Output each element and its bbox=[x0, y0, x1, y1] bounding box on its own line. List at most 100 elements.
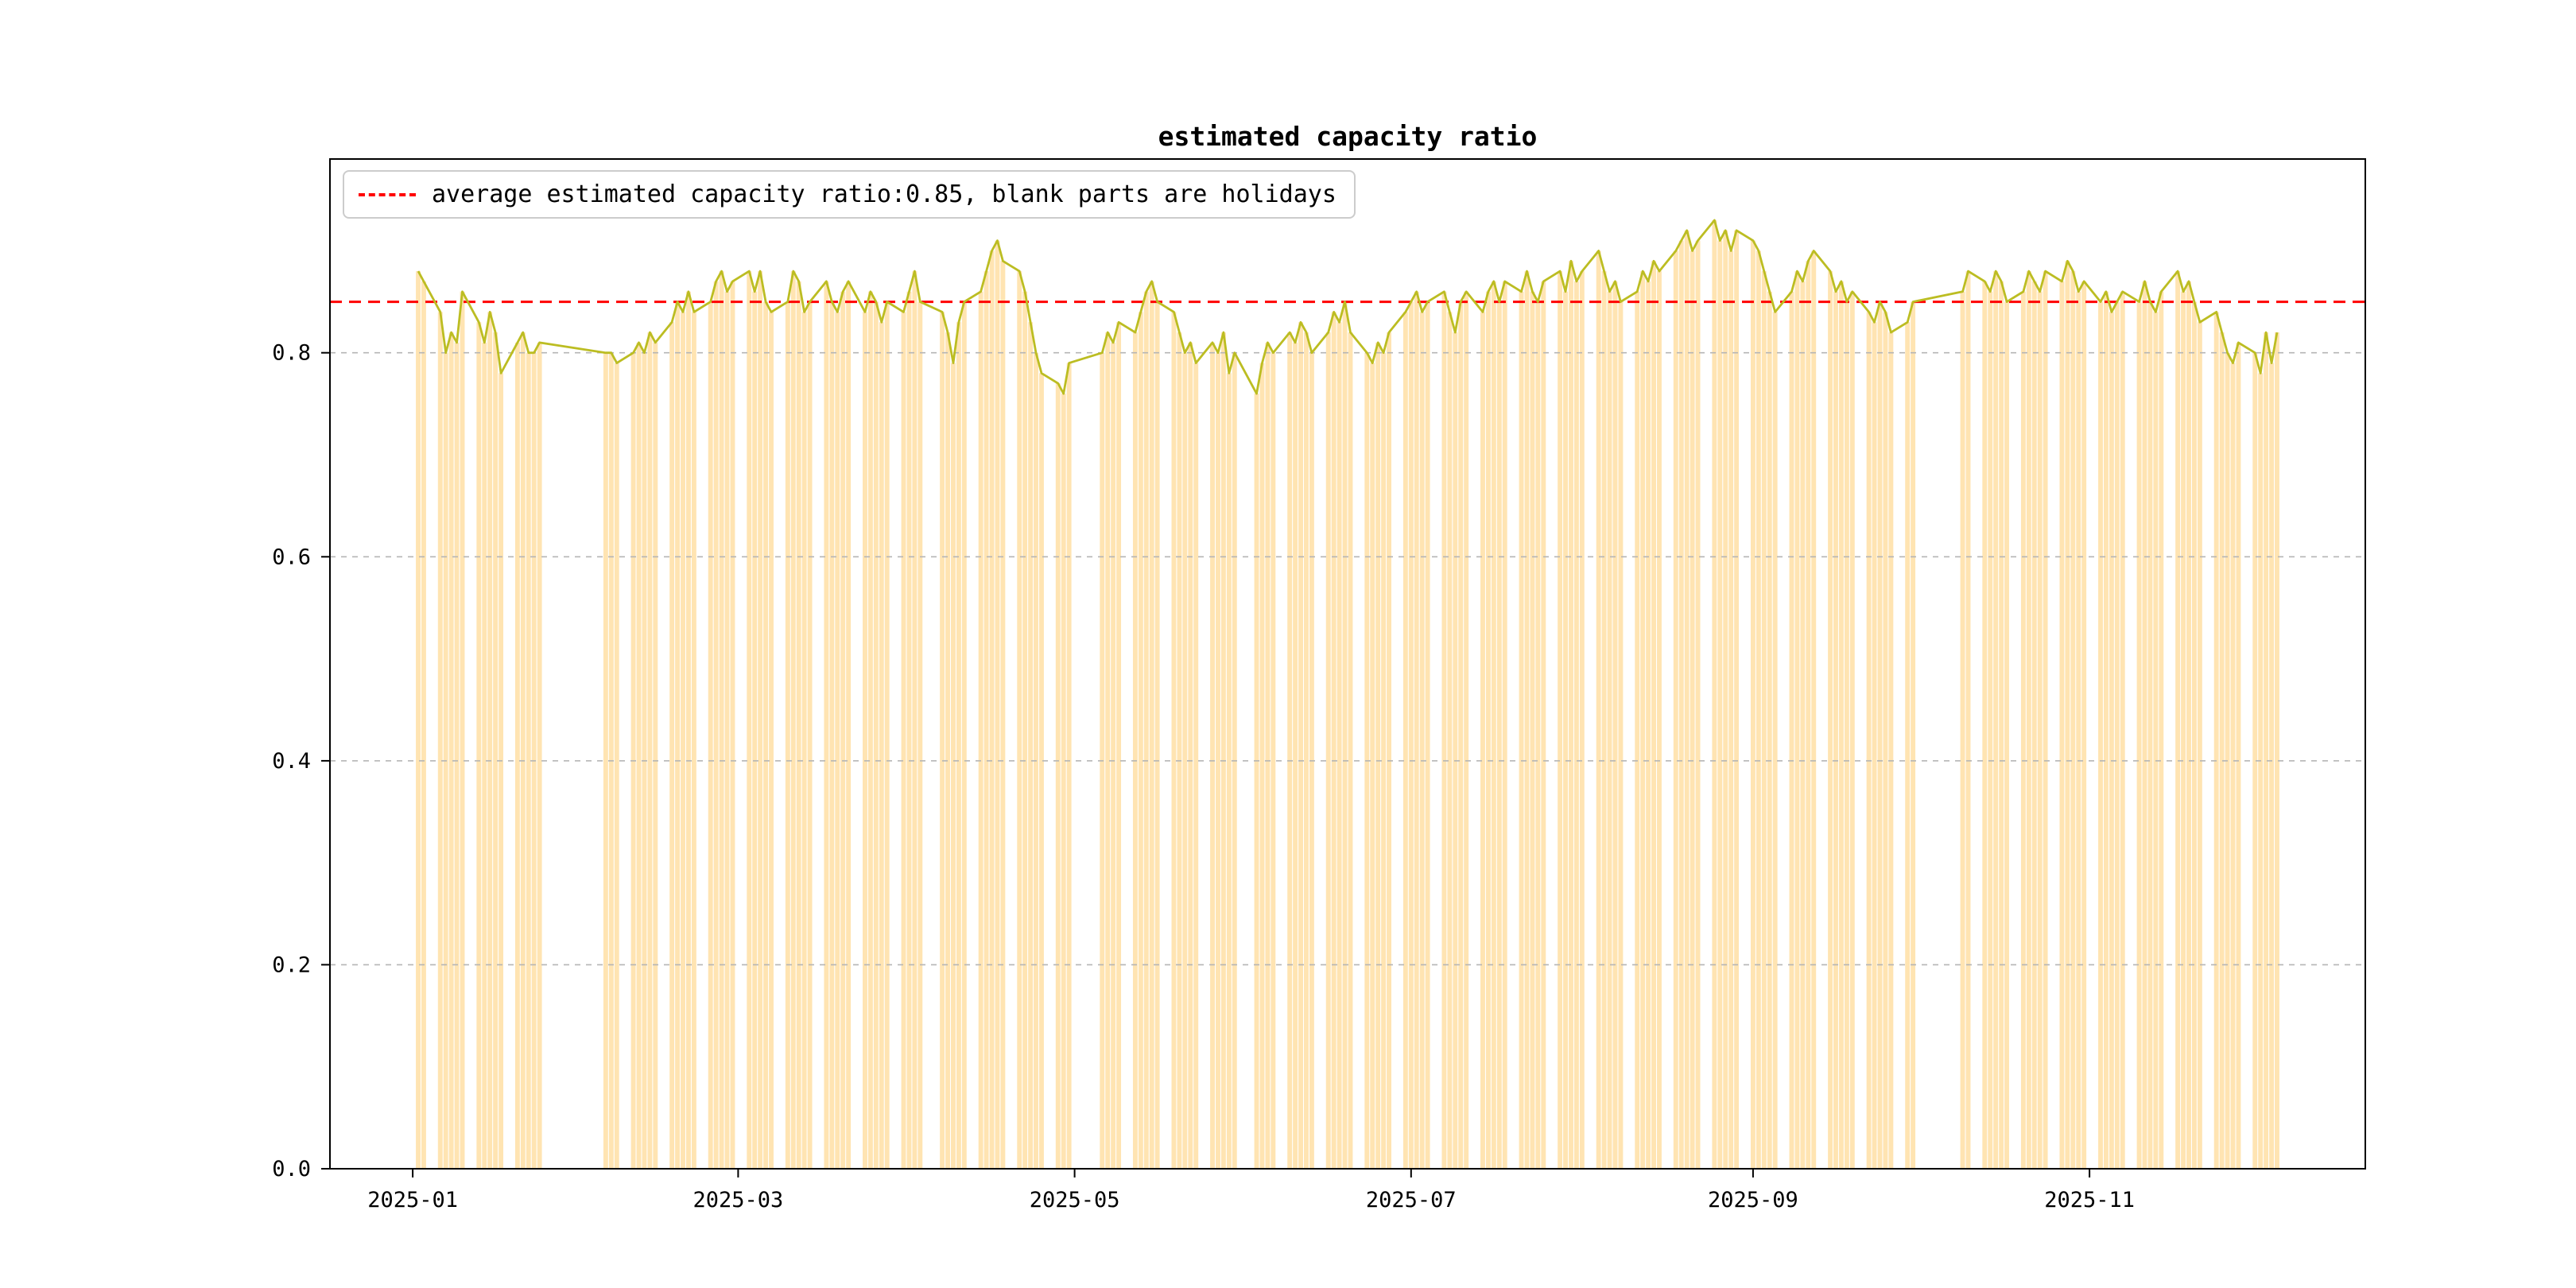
day-bar bbox=[1287, 332, 1293, 1170]
day-bar bbox=[1558, 271, 1563, 1169]
day-bar bbox=[520, 332, 526, 1170]
day-bar bbox=[1336, 322, 1342, 1169]
day-bar bbox=[1502, 281, 1507, 1170]
legend-label: average estimated capacity ratio:0.85, b… bbox=[432, 180, 1336, 208]
day-bar bbox=[961, 301, 967, 1170]
day-bar bbox=[454, 342, 460, 1169]
day-bar bbox=[2236, 342, 2241, 1169]
day-bar bbox=[1496, 301, 1502, 1170]
day-bar bbox=[1111, 342, 1116, 1169]
day-bar bbox=[1408, 301, 1414, 1170]
day-bar bbox=[448, 332, 454, 1170]
day-bar bbox=[2026, 271, 2031, 1169]
day-bar bbox=[2269, 363, 2275, 1169]
day-bar bbox=[1965, 271, 1971, 1169]
day-bar bbox=[2020, 291, 2026, 1169]
day-bar bbox=[537, 342, 542, 1169]
day-bar bbox=[785, 301, 790, 1170]
day-bar bbox=[2258, 373, 2264, 1169]
day-bar bbox=[796, 281, 801, 1170]
day-bar bbox=[1717, 240, 1723, 1169]
day-bar bbox=[1982, 281, 1988, 1170]
x-tick-label: 2025-11 bbox=[2044, 1188, 2135, 1212]
day-bar bbox=[730, 281, 735, 1170]
day-bar bbox=[1838, 281, 1844, 1170]
day-bar bbox=[2120, 291, 2125, 1169]
day-bar bbox=[2159, 291, 2164, 1169]
day-bar bbox=[1911, 301, 1916, 1170]
axes-frame bbox=[329, 158, 2366, 1170]
day-bar bbox=[1116, 322, 1122, 1169]
day-bar bbox=[1530, 291, 1535, 1169]
day-bar bbox=[1789, 291, 1794, 1169]
day-bar bbox=[1464, 291, 1469, 1169]
day-bar bbox=[1193, 363, 1199, 1169]
day-bar bbox=[675, 301, 681, 1170]
day-bar bbox=[1171, 312, 1177, 1169]
day-bar bbox=[1999, 281, 2004, 1170]
day-bar bbox=[1734, 230, 1740, 1169]
day-bar bbox=[956, 322, 961, 1169]
day-bar bbox=[983, 271, 989, 1169]
day-bar bbox=[1684, 230, 1690, 1169]
day-bar bbox=[1960, 291, 1965, 1169]
day-bar bbox=[879, 322, 884, 1169]
day-bar bbox=[1844, 301, 1849, 1170]
day-bar bbox=[1480, 312, 1485, 1169]
day-bar bbox=[846, 281, 852, 1170]
day-bar bbox=[2098, 301, 2103, 1170]
day-bar bbox=[1182, 352, 1188, 1169]
day-bar bbox=[1271, 352, 1276, 1169]
y-tick-label: 0.2 bbox=[272, 952, 311, 977]
day-bar bbox=[863, 312, 867, 1169]
day-bar bbox=[2043, 271, 2048, 1169]
day-bar bbox=[2186, 281, 2191, 1170]
day-bar bbox=[487, 312, 493, 1169]
day-bar bbox=[1387, 332, 1391, 1170]
day-bar bbox=[906, 291, 912, 1169]
day-bar bbox=[978, 291, 983, 1169]
day-bar bbox=[1579, 271, 1585, 1169]
day-bar bbox=[1298, 322, 1303, 1169]
day-bar bbox=[1491, 281, 1496, 1170]
day-bar bbox=[1872, 322, 1877, 1169]
day-bar bbox=[1325, 332, 1331, 1170]
day-bar bbox=[1210, 342, 1215, 1169]
day-bar bbox=[769, 312, 774, 1169]
day-bar bbox=[2153, 312, 2159, 1169]
day-bar bbox=[1259, 363, 1265, 1169]
day-bar bbox=[1149, 281, 1154, 1170]
day-bar bbox=[1761, 271, 1767, 1169]
day-bar bbox=[1695, 240, 1701, 1169]
day-bar bbox=[1220, 332, 1226, 1170]
day-bar bbox=[2264, 332, 2269, 1170]
day-bar bbox=[1331, 312, 1336, 1169]
x-tick-label: 2025-01 bbox=[367, 1188, 458, 1212]
day-bar bbox=[493, 332, 499, 1170]
day-bar bbox=[951, 363, 956, 1169]
day-bar bbox=[1767, 291, 1772, 1169]
day-bar bbox=[2219, 332, 2225, 1170]
day-bar bbox=[1524, 271, 1530, 1169]
y-tick-label: 0.0 bbox=[272, 1157, 311, 1181]
chart-legend: average estimated capacity ratio:0.85, b… bbox=[343, 170, 1356, 219]
day-bar bbox=[1055, 383, 1061, 1170]
day-bar bbox=[1673, 250, 1678, 1170]
day-bar bbox=[1596, 250, 1601, 1170]
day-bar bbox=[1348, 332, 1353, 1170]
day-bar bbox=[2059, 281, 2065, 1170]
day-bar bbox=[995, 240, 1000, 1169]
day-bar bbox=[476, 322, 482, 1169]
day-bar bbox=[1640, 271, 1646, 1169]
day-bar bbox=[724, 291, 730, 1169]
day-bar bbox=[1458, 301, 1464, 1170]
day-bar bbox=[2142, 281, 2147, 1170]
day-bar bbox=[824, 281, 829, 1170]
day-bar bbox=[945, 332, 950, 1170]
day-bar bbox=[1678, 240, 1684, 1169]
day-bar bbox=[686, 291, 691, 1169]
day-bar bbox=[1441, 291, 1447, 1169]
day-bar bbox=[2070, 271, 2076, 1169]
day-bar bbox=[918, 301, 923, 1170]
day-bar bbox=[1138, 312, 1143, 1169]
